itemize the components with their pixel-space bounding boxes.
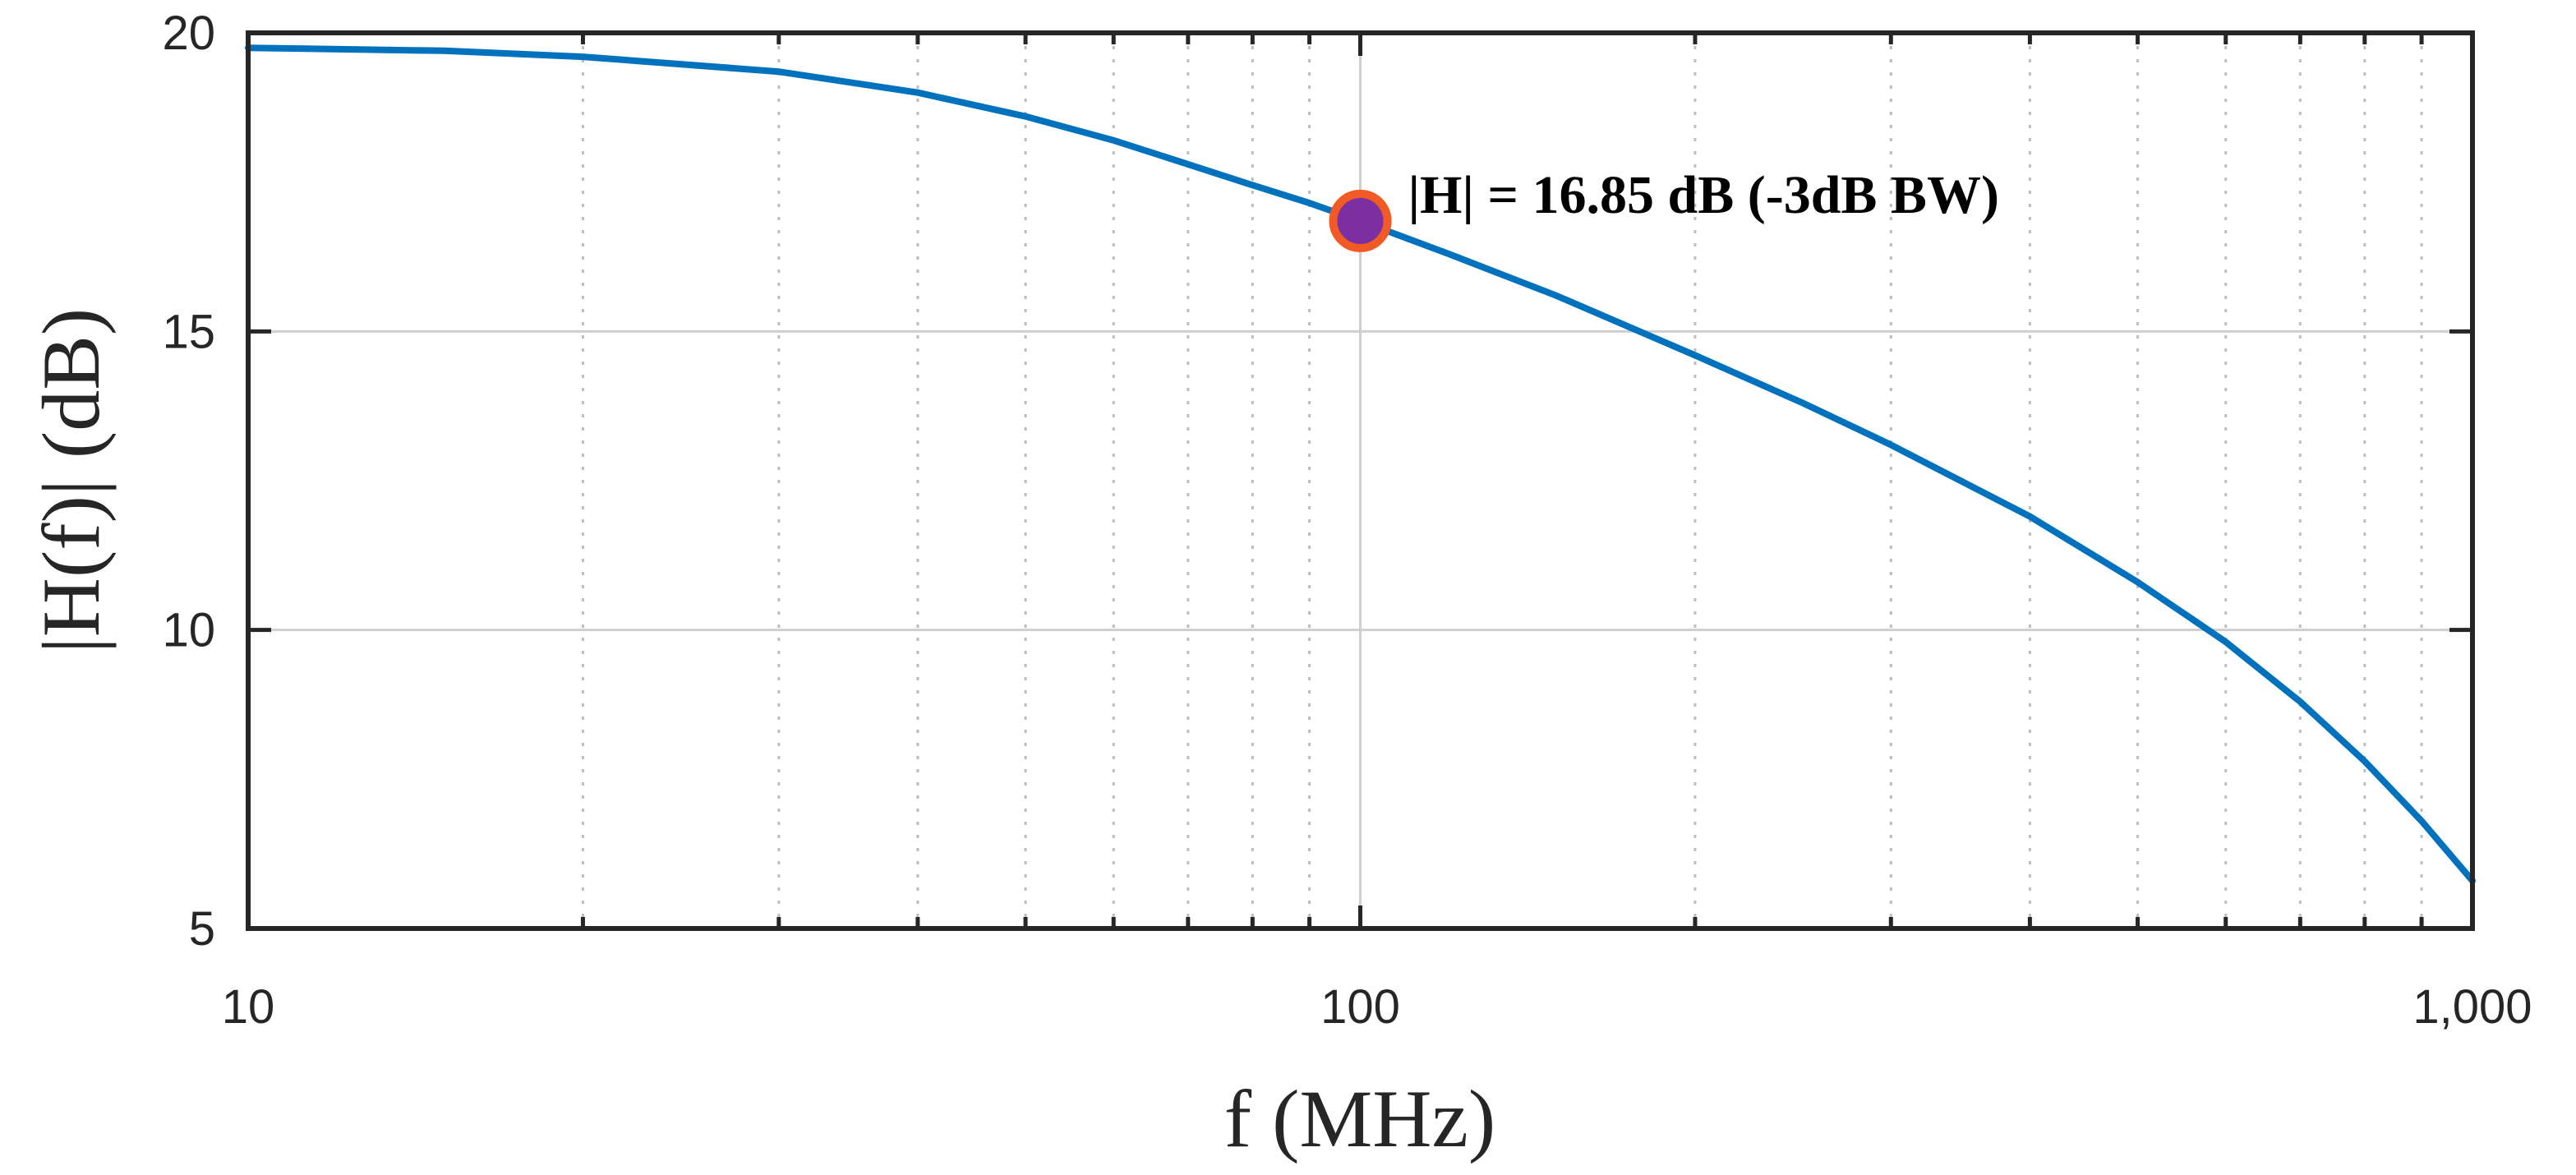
grid (247, 31, 2474, 930)
x-tick-label: 100 (1320, 980, 1400, 1034)
y-tick-label: 15 (162, 305, 215, 358)
bandwidth-annotation: |H| = 16.85 dB (-3dB BW) (1408, 165, 1999, 225)
axis-ticks (246, 30, 2475, 931)
y-tick-label: 5 (189, 902, 215, 956)
x-axis-label: f (MHz) (1224, 1073, 1495, 1164)
y-tick-label: 10 (162, 604, 215, 657)
x-tick-label: 1,000 (2412, 980, 2532, 1034)
magnitude-curve (245, 44, 2476, 884)
y-axis-label: |H(f)| (dB) (25, 308, 117, 653)
y-tick-label: 20 (162, 7, 215, 60)
bandwidth-marker (1329, 189, 1392, 252)
x-tick-label: 10 (222, 980, 275, 1034)
